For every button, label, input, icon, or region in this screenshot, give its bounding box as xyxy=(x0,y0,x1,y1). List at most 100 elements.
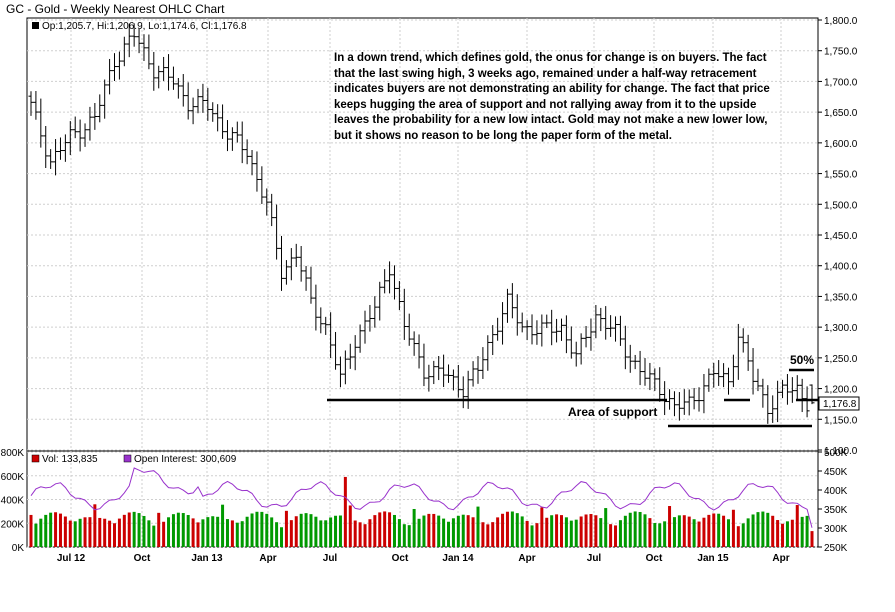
volume-bar xyxy=(58,513,62,547)
volume-bar xyxy=(717,513,721,547)
volume-bar xyxy=(275,522,279,547)
volume-bar xyxy=(515,513,519,547)
volume-bar xyxy=(230,520,234,547)
price-tick-label: 1,150.0 xyxy=(824,415,858,426)
volume-tick-label: 600K xyxy=(1,472,25,483)
volume-bar xyxy=(447,521,451,547)
volume-bar xyxy=(540,507,544,547)
volume-bar xyxy=(108,520,112,547)
volume-bar xyxy=(196,522,200,547)
volume-bar xyxy=(98,517,102,547)
volume-bar xyxy=(167,517,171,547)
x-tick-label: Jul 12 xyxy=(57,553,86,564)
volume-bar xyxy=(505,511,509,547)
volume-bar xyxy=(687,516,691,547)
price-bars xyxy=(28,23,815,424)
volume-bar xyxy=(471,517,475,547)
volume-bar xyxy=(535,523,539,547)
volume-bar xyxy=(348,505,352,547)
volume-bar xyxy=(589,514,593,547)
volume-bar xyxy=(314,516,318,547)
volume-bar xyxy=(746,518,750,547)
volume-bar xyxy=(221,504,225,547)
volume-bar xyxy=(206,517,210,547)
price-tick-label: 1,800.0 xyxy=(824,16,858,27)
volume-bar xyxy=(284,510,288,547)
volume-bar xyxy=(466,515,470,547)
volume-bar xyxy=(653,522,657,547)
volume-bar xyxy=(790,519,794,547)
volume-bar xyxy=(810,531,814,547)
volume-bar xyxy=(407,525,411,547)
volume-bar xyxy=(54,512,58,547)
price-axis: 1,800.0 1,750.0 1,700.0 1,650.0 1,600.0 1,550… xyxy=(818,16,858,457)
volume-bar xyxy=(250,513,254,547)
volume-bar xyxy=(736,526,740,547)
volume-bar xyxy=(39,518,43,547)
volume-bar xyxy=(392,514,396,547)
volume-bar xyxy=(805,515,809,547)
volume-bar xyxy=(461,514,465,547)
volume-bar xyxy=(289,520,293,547)
volume-bar xyxy=(550,515,554,547)
volume-bar xyxy=(442,518,446,547)
volume-bar xyxy=(722,515,726,547)
volume-bar xyxy=(245,516,249,547)
oi-tick-label: 500K xyxy=(824,448,848,459)
volume-bar xyxy=(672,517,676,547)
volume-bar xyxy=(373,515,377,547)
x-tick-label: Apr xyxy=(772,553,789,564)
volume-bar xyxy=(162,521,166,547)
price-tick-label: 1,750.0 xyxy=(824,47,858,58)
volume-bar xyxy=(800,516,804,547)
x-tick-label: Apr xyxy=(259,553,276,564)
volume-bar xyxy=(756,512,760,547)
oi-legend: Open Interest: 300,609 xyxy=(134,454,237,465)
volume-bar xyxy=(240,521,244,547)
volume-bar xyxy=(176,512,180,547)
volume-bar xyxy=(338,515,342,547)
volume-bar xyxy=(658,523,662,547)
volume-bar xyxy=(751,514,755,547)
x-tick-label: Jan 14 xyxy=(442,553,474,564)
price-tick-label: 1,650.0 xyxy=(824,108,858,119)
volume-bar xyxy=(304,513,308,547)
volume-bar xyxy=(78,518,82,547)
volume-bar xyxy=(368,519,372,547)
volume-bar xyxy=(574,519,578,547)
volume-bar xyxy=(677,515,681,547)
x-tick-label: Jan 15 xyxy=(697,553,729,564)
volume-bar xyxy=(235,522,239,547)
volume-bar xyxy=(29,514,33,547)
volume-axis-left: 800K 600K 400K 200K 0K xyxy=(1,448,25,554)
volume-bar xyxy=(555,514,559,547)
volume-bar xyxy=(569,520,573,547)
volume-bar xyxy=(451,518,455,547)
volume-bar xyxy=(309,514,313,547)
volume-tick-label: 800K xyxy=(1,448,25,459)
volume-tick-label: 0K xyxy=(12,543,25,554)
volume-bar xyxy=(520,516,524,547)
volume-bar xyxy=(648,518,652,547)
volume-bar xyxy=(152,525,156,547)
price-tick-label: 1,500.0 xyxy=(824,200,858,211)
oi-tick-label: 350K xyxy=(824,505,848,516)
volume-bar xyxy=(741,523,745,547)
volume-bar xyxy=(726,519,730,547)
volume-bar xyxy=(171,514,175,547)
volume-bar xyxy=(280,527,284,547)
last-price-tag xyxy=(818,396,860,411)
support-label: Area of support xyxy=(568,405,658,419)
volume-bar xyxy=(103,518,107,547)
volume-bar xyxy=(412,508,416,547)
chart-title: GC - Gold - Weekly Nearest OHLC Chart xyxy=(6,2,225,16)
volume-bar xyxy=(510,511,514,547)
volume-bar xyxy=(614,525,618,547)
volume-bar xyxy=(397,519,401,547)
volume-bar xyxy=(201,519,205,547)
volume-bar xyxy=(663,521,667,547)
oi-legend-swatch xyxy=(123,454,132,463)
volume-bar xyxy=(761,511,765,547)
volume-bar xyxy=(432,513,436,547)
